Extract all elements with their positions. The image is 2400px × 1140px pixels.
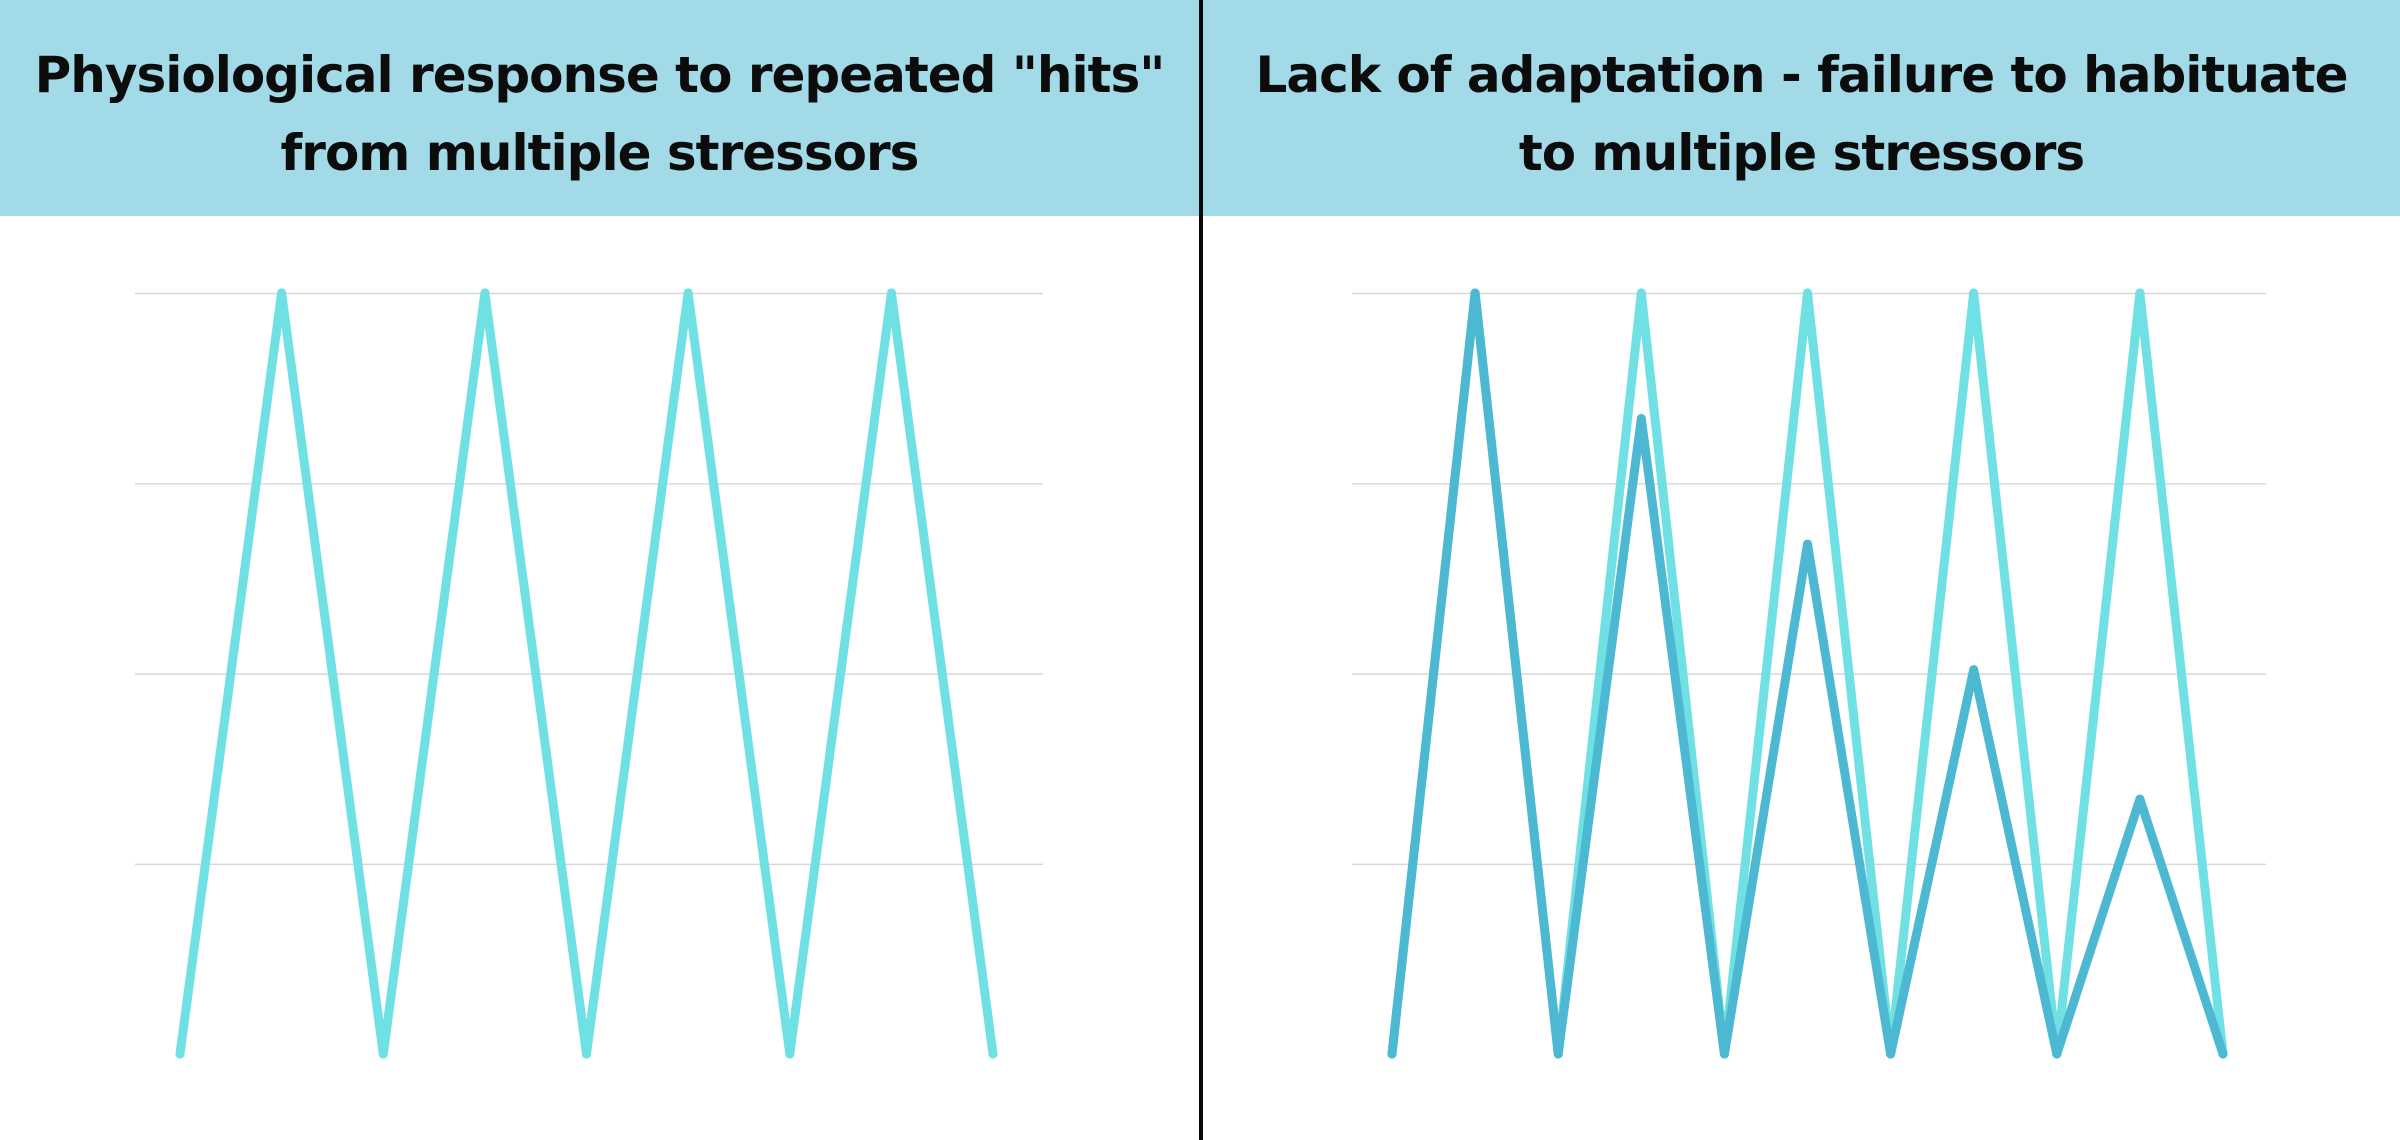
left-series-0-point-8 xyxy=(988,1049,998,1059)
panel-divider xyxy=(1199,0,1203,1140)
left-series-0-point-1 xyxy=(277,288,287,298)
left-chart-header xyxy=(0,0,1199,216)
left-series-0-point-7 xyxy=(886,288,896,298)
right-series-1-point-10 xyxy=(2218,1049,2228,1059)
right-series-1-point-1 xyxy=(1470,288,1480,298)
right-series-1-point-5 xyxy=(1803,539,1812,549)
right-chart-title: Lack of adaptation - failure to habituat… xyxy=(1255,46,2349,182)
left-series-0-point-2 xyxy=(378,1049,388,1059)
right-series-1-point-0 xyxy=(1387,1049,1397,1059)
right-series-1-point-7 xyxy=(1969,665,1979,675)
right-series-0-point-5 xyxy=(1803,288,1812,298)
left-series-0-point-6 xyxy=(785,1049,795,1059)
left-line-chart xyxy=(135,288,1043,1059)
left-series-0-point-3 xyxy=(480,288,490,298)
left-series-0-point-4 xyxy=(582,1049,591,1059)
right-series-1-point-4 xyxy=(1719,1049,1729,1059)
left-series-0-point-5 xyxy=(683,288,693,298)
left-chart-panel: Physiological response to repeated "hits… xyxy=(0,0,1199,1140)
right-line-chart xyxy=(1352,288,2266,1059)
left-chart-title: Physiological response to repeated "hits… xyxy=(34,46,1166,182)
right-chart-panel: Lack of adaptation - failure to habituat… xyxy=(1203,0,2400,1140)
right-series-0-point-9 xyxy=(2135,288,2145,298)
right-series-1-point-9 xyxy=(2135,794,2145,804)
right-series-0-point-3 xyxy=(1636,288,1646,298)
right-series-0-point-7 xyxy=(1969,288,1979,298)
left-series-0-point-0 xyxy=(175,1049,185,1059)
right-series-1-point-8 xyxy=(2052,1049,2062,1059)
right-series-1-point-2 xyxy=(1553,1049,1563,1059)
right-series-1-point-6 xyxy=(1886,1049,1896,1059)
right-series-1-point-3 xyxy=(1636,414,1646,424)
right-chart-header xyxy=(1203,0,2400,216)
